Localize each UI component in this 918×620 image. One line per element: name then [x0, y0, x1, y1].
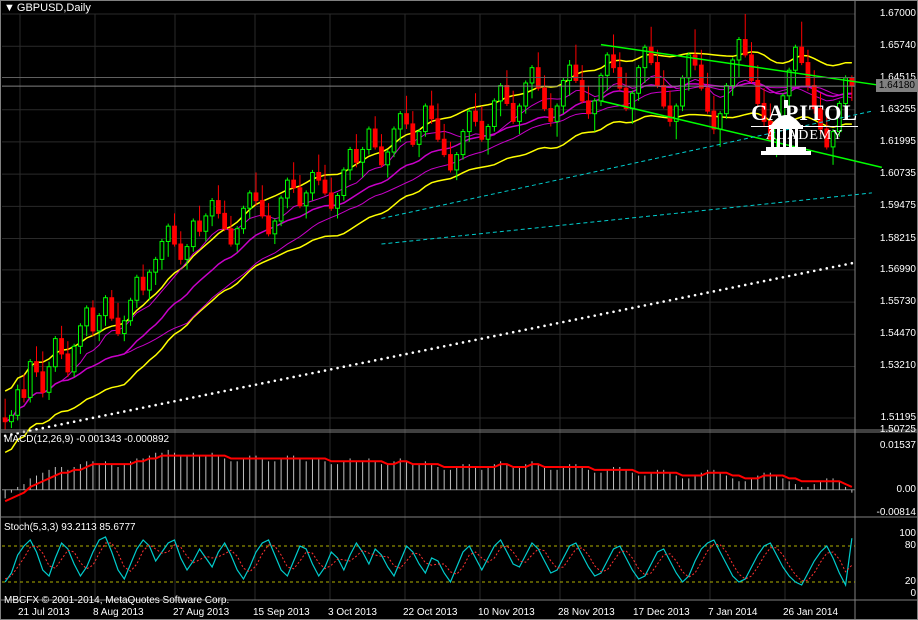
- copyright: MBCFX © 2001-2014, MetaQuotes Software C…: [4, 595, 229, 606]
- logo: CAPITOL ACADEMY: [751, 100, 858, 144]
- chart-svg[interactable]: [0, 0, 918, 620]
- symbol-title: ▼GBPUSD,Daily: [4, 2, 91, 14]
- chart-container: ▼GBPUSD,Daily CAPITOL ACADEMY MBCFX © 20…: [0, 0, 918, 620]
